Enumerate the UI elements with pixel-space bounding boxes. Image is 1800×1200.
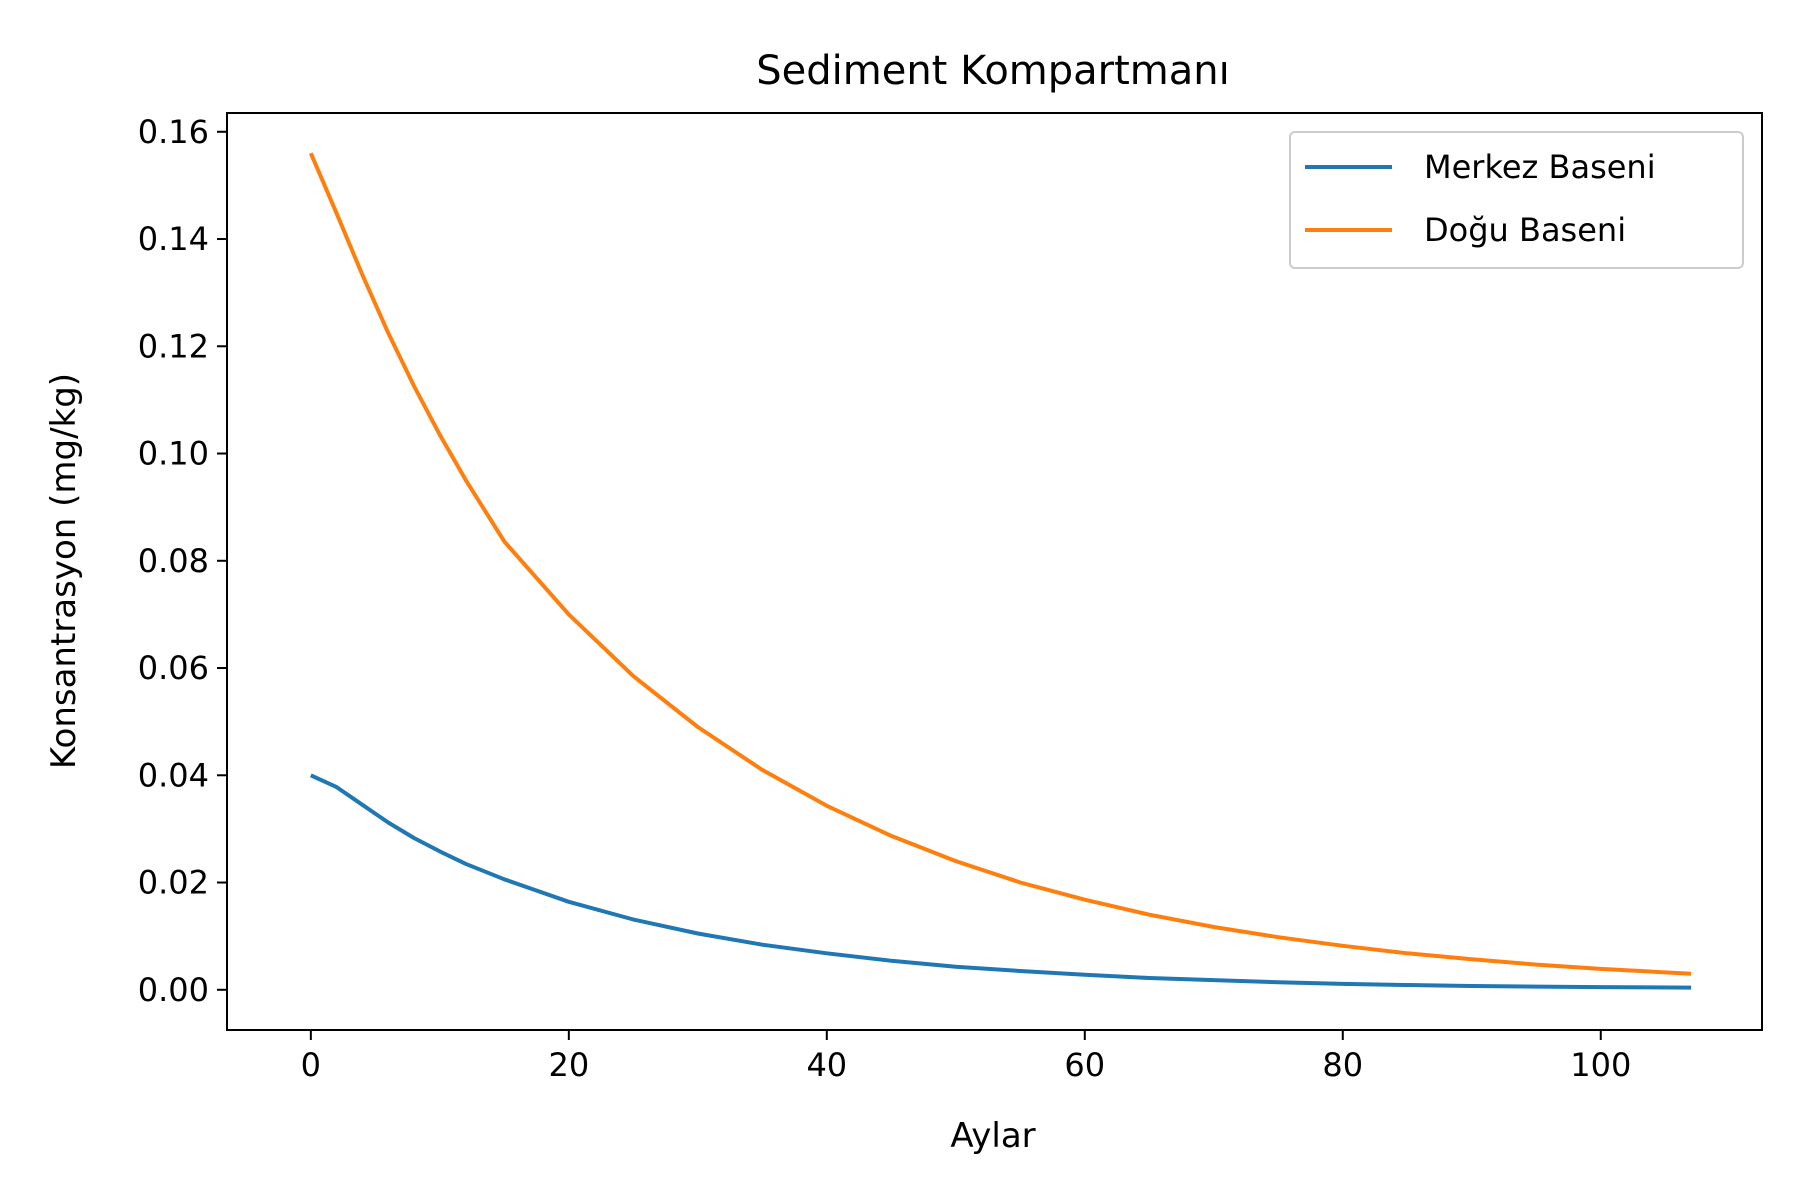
y-tick-label: 0.16 <box>138 113 209 151</box>
y-tick-label: 0.04 <box>138 756 209 794</box>
x-tick-label: 20 <box>548 1046 589 1084</box>
x-tick-label: 80 <box>1322 1046 1363 1084</box>
x-tick-label: 40 <box>806 1046 847 1084</box>
x-axis-label: Aylar <box>950 1116 1035 1156</box>
y-tick-label: 0.00 <box>138 971 209 1009</box>
chart-title: Sediment Kompartmanı <box>756 48 1229 94</box>
legend: Merkez Baseni Doğu Baseni <box>1289 131 1744 269</box>
plot-frame <box>226 112 1763 1031</box>
x-tick-label: 100 <box>1570 1046 1631 1084</box>
series-line-2 <box>308 152 1692 976</box>
y-tick-label: 0.14 <box>138 220 209 258</box>
y-axis: 0.00 0.02 0.04 0.06 0.08 0.10 0.12 0.14 0.16 <box>138 113 227 1009</box>
series-line-1 <box>309 773 1692 990</box>
plot-area <box>308 152 1692 990</box>
y-tick-label: 0.10 <box>138 435 209 473</box>
y-tick-label: 0.06 <box>138 649 209 687</box>
y-tick-label: 0.02 <box>138 864 209 902</box>
legend-box <box>1289 131 1744 269</box>
y-tick-label: 0.08 <box>138 542 209 580</box>
x-tick-label: 60 <box>1064 1046 1105 1084</box>
x-axis: 0 20 40 60 80 100 <box>301 1030 1631 1084</box>
y-axis-label: Konsantrasyon (mg/kg) <box>44 373 84 769</box>
legend-label: Doğu Baseni <box>1424 211 1626 249</box>
x-tick-label: 0 <box>301 1046 321 1084</box>
y-tick-label: 0.12 <box>138 327 209 365</box>
legend-label: Merkez Baseni <box>1424 148 1656 186</box>
